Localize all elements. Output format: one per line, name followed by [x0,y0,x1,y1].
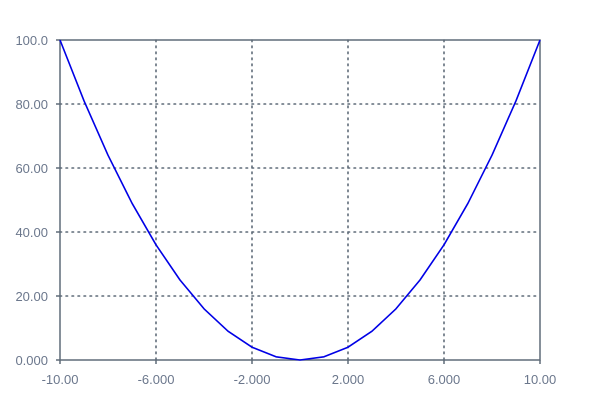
y-tick-label: 0.000 [15,353,48,368]
y-tick-label: 60.00 [15,161,48,176]
x-tick-label: 10.00 [524,372,557,387]
x-tick-label: -6.000 [138,372,175,387]
y-tick-label: 100.0 [15,33,48,48]
y-tick-label: 20.00 [15,289,48,304]
tick-labels: -10.00 -6.000 -2.000 2.000 6.000 10.00 0.000 20… [15,33,556,387]
plot-frame [59,39,541,361]
series-line [59,39,541,361]
grid [59,39,541,361]
x-tick-label: 2.000 [332,372,365,387]
y-tick-label: 40.00 [15,225,48,240]
x-tick-label: -2.000 [234,372,271,387]
x-tick-label: -10.00 [42,372,79,387]
y-tick-label: 80.00 [15,97,48,112]
series-layer [59,39,541,361]
axes [56,39,541,364]
x-tick-label: 6.000 [428,372,461,387]
